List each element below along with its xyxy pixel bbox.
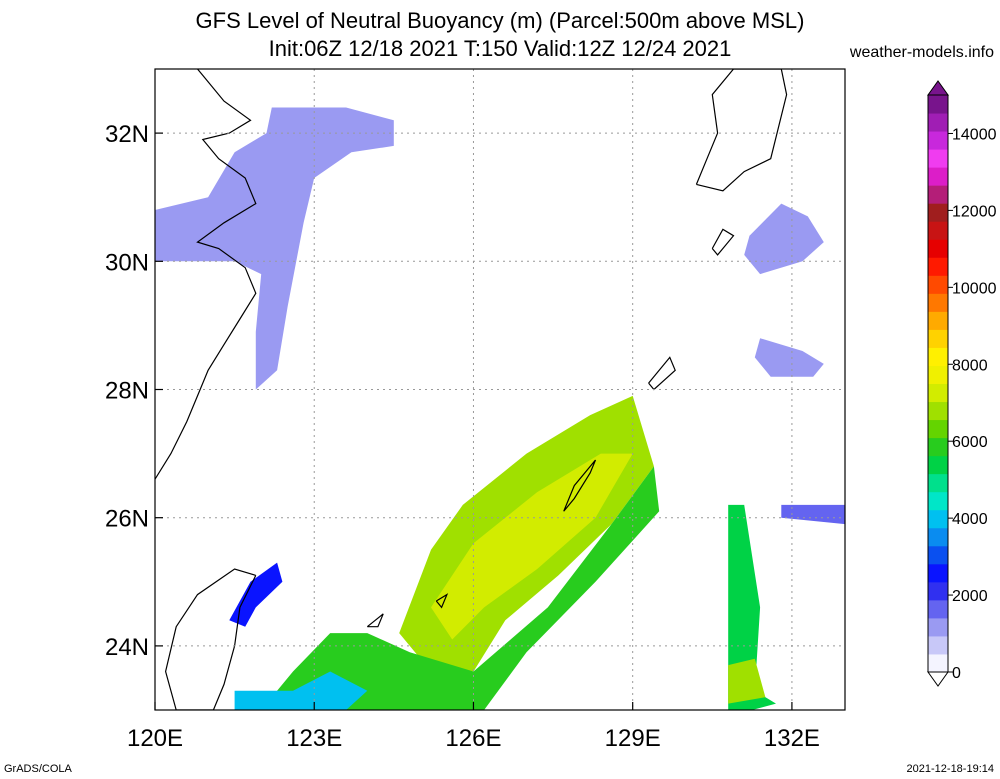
colorbar-tick-label: 0 (952, 665, 961, 682)
colorbar-segment (928, 617, 948, 637)
colorbar-segment (928, 383, 948, 403)
colorbar-segment (928, 563, 948, 583)
region-east-strip (728, 504, 776, 710)
colorbar-segment (928, 167, 948, 186)
field-shading (155, 107, 845, 710)
y-tick-label: 30N (105, 249, 149, 276)
region-east-sea-patches (754, 338, 824, 377)
colorbar-segment (928, 545, 948, 565)
y-tick-label: 24N (105, 634, 149, 661)
colorbar-segment (928, 437, 948, 457)
coastline-segment (563, 459, 597, 512)
colorbar-segment (928, 635, 948, 655)
colorbar-segment (928, 599, 948, 619)
colorbar-segment (928, 221, 948, 240)
coastline-segment (711, 228, 735, 256)
y-tick-label: 28N (105, 378, 149, 405)
colorbar-bottom-arrow (927, 671, 949, 687)
colorbar-segment (928, 311, 948, 330)
region-far-east-line (781, 504, 845, 525)
coastline-segment (164, 568, 257, 710)
x-tick-label: 132E (764, 725, 820, 752)
colorbar-tick-label: 8000 (952, 357, 988, 374)
coastline-segment (695, 69, 788, 192)
colorbar-segment (928, 419, 948, 439)
colorbar-segment (928, 653, 948, 673)
region-northeast-patches (744, 203, 824, 275)
colorbar-segment (928, 149, 948, 168)
colorbar-tick-label: 12000 (952, 203, 997, 220)
y-tick-label: 26N (105, 506, 149, 533)
colorbar-segment (928, 185, 948, 204)
site-credit: weather-models.info (849, 44, 994, 61)
coastline-segment (648, 356, 676, 391)
coastline-segment (155, 69, 257, 480)
chart-title: GFS Level of Neutral Buoyancy (m) (Parce… (195, 8, 805, 33)
colorbar-top-arrow (927, 80, 949, 96)
x-tick-label: 123E (286, 725, 342, 752)
colorbar-segment (928, 509, 948, 529)
y-axis: 24N 26N 28N 30N 32N (105, 121, 163, 661)
colorbar-segment (928, 527, 948, 547)
colorbar-segment (928, 365, 948, 384)
x-tick-label: 120E (127, 725, 183, 752)
region-shanghai-area (155, 107, 394, 390)
coastline-segment (435, 593, 449, 609)
coastline-segment (366, 613, 384, 628)
colorbar-segment (928, 473, 948, 493)
region-east-strip-core (728, 658, 766, 704)
x-tick-label: 129E (605, 725, 661, 752)
coastlines (155, 69, 788, 710)
colorbar-segment (928, 455, 948, 475)
colorbar: 0 2000 4000 6000 8000 10000 12000 14000 (927, 80, 997, 687)
colorbar-segment (928, 293, 948, 312)
region-taiwan-east (229, 562, 283, 627)
region-southeast-band-core (431, 453, 633, 640)
colorbar-tick-label: 6000 (952, 434, 988, 451)
colorbar-segment (928, 203, 948, 222)
colorbar-segment (928, 113, 948, 132)
colorbar-segment (928, 239, 948, 258)
colorbar-segment (928, 581, 948, 601)
colorbar-segment (928, 491, 948, 511)
colorbar-segment (928, 257, 948, 276)
colorbar-segment (928, 347, 948, 366)
region-southwest-fringe (234, 671, 368, 710)
colorbar-tick-label: 2000 (952, 588, 988, 605)
colorbar-frame (927, 94, 949, 673)
colorbar-segment (928, 95, 948, 114)
chart-subtitle: Init:06Z 12/18 2021 T:150 Valid:12Z 12/2… (268, 36, 732, 61)
footer-software: GrADS/COLA (4, 763, 72, 775)
y-tick-label: 32N (105, 121, 149, 148)
gridlines (155, 69, 845, 710)
x-tick-label: 126E (445, 725, 501, 752)
colorbar-segment (928, 275, 948, 294)
region-southeast-band-lower (261, 466, 660, 710)
colorbar-tick-label: 10000 (952, 280, 997, 297)
footer-timestamp: 2021-12-18-19:14 (906, 763, 994, 775)
x-axis: 120E 123E 126E 129E 132E (127, 702, 820, 752)
colorbar-segment (928, 131, 948, 150)
colorbar-segment (928, 329, 948, 348)
colorbar-tick-label: 4000 (952, 511, 988, 528)
colorbar-segment (928, 401, 948, 421)
colorbar-tick-label: 14000 (952, 126, 997, 143)
